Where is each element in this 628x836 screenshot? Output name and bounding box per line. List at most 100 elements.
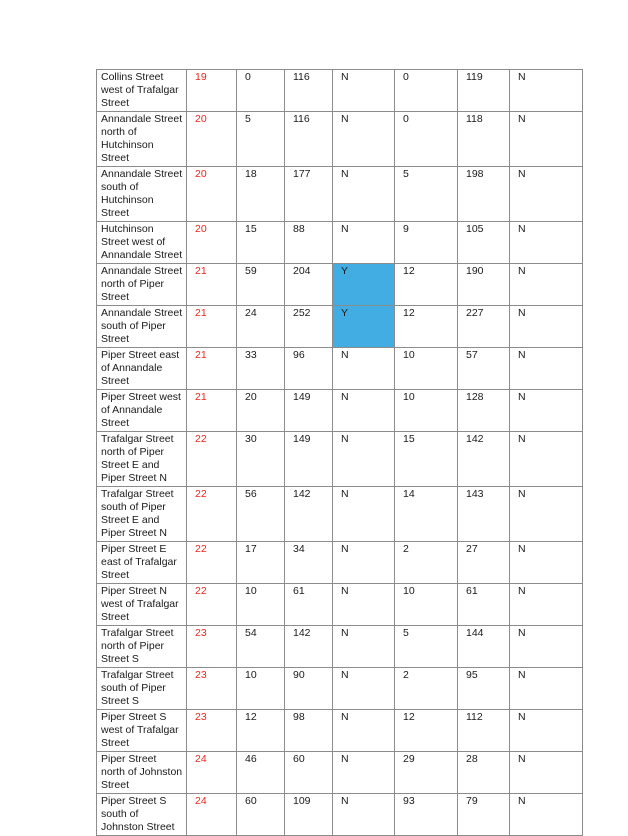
count-cell: 9 — [394, 221, 458, 264]
flag-cell: Y — [332, 263, 395, 306]
count-cell: 5 — [394, 166, 458, 222]
count-cell: 118 — [457, 111, 510, 167]
table-row: Trafalgar Street north of Piper Street E… — [96, 431, 583, 487]
data-table: Collins Street west of Trafalgar Street 1… — [96, 69, 583, 836]
count-cell: 61 — [457, 583, 510, 626]
count-cell: 15 — [394, 431, 458, 487]
location-cell: Annandale Street south of Hutchinson Str… — [96, 166, 187, 222]
count-cell: 12 — [394, 263, 458, 306]
count-cell: 98 — [284, 709, 333, 752]
flag-cell: N — [509, 305, 583, 348]
count-cell: 0 — [394, 69, 458, 112]
count-cell: 60 — [284, 751, 333, 794]
flag-cell: N — [509, 486, 583, 542]
location-cell: Piper Street east of Annandale Street — [96, 347, 187, 390]
table-row: Collins Street west of Trafalgar Street 1… — [96, 69, 583, 112]
table-row: Annandale Street north of Piper Street 21… — [96, 263, 583, 306]
id-cell: 21 — [186, 263, 237, 306]
count-cell: 30 — [236, 431, 285, 487]
flag-cell: N — [509, 69, 583, 112]
flag-cell: N — [332, 486, 395, 542]
count-cell: 142 — [284, 486, 333, 542]
flag-cell: Y — [332, 305, 395, 348]
table-row: Piper Street east of Annandale Street 21 3… — [96, 347, 583, 390]
table-row: Piper Street north of Johnston Street 24 4… — [96, 751, 583, 794]
location-cell: Collins Street west of Trafalgar Street — [96, 69, 187, 112]
count-cell: 252 — [284, 305, 333, 348]
count-cell: 20 — [236, 389, 285, 432]
flag-cell: N — [509, 625, 583, 668]
count-cell: 204 — [284, 263, 333, 306]
count-cell: 88 — [284, 221, 333, 264]
id-cell: 20 — [186, 166, 237, 222]
flag-cell: N — [332, 583, 395, 626]
table-row: Trafalgar Street south of Piper Street E… — [96, 486, 583, 542]
id-cell: 20 — [186, 221, 237, 264]
count-cell: 10 — [394, 347, 458, 390]
flag-cell: N — [332, 667, 395, 710]
count-cell: 57 — [457, 347, 510, 390]
count-cell: 10 — [394, 583, 458, 626]
location-cell: Piper Street E east of Trafalgar Street — [96, 541, 187, 584]
count-cell: 96 — [284, 347, 333, 390]
count-cell: 14 — [394, 486, 458, 542]
count-cell: 116 — [284, 69, 333, 112]
count-cell: 60 — [236, 793, 285, 836]
flag-cell: N — [509, 541, 583, 584]
flag-cell: N — [332, 751, 395, 794]
id-cell: 24 — [186, 793, 237, 836]
id-cell: 23 — [186, 667, 237, 710]
count-cell: 10 — [236, 667, 285, 710]
flag-cell: N — [332, 347, 395, 390]
count-cell: 34 — [284, 541, 333, 584]
location-cell: Hutchinson Street west of Annandale Stre… — [96, 221, 187, 264]
flag-cell: N — [332, 793, 395, 836]
id-cell: 19 — [186, 69, 237, 112]
table-row: Annandale Street north of Hutchinson Str… — [96, 111, 583, 167]
count-cell: 142 — [284, 625, 333, 668]
count-cell: 5 — [394, 625, 458, 668]
count-cell: 46 — [236, 751, 285, 794]
count-cell: 149 — [284, 431, 333, 487]
count-cell: 5 — [236, 111, 285, 167]
count-cell: 54 — [236, 625, 285, 668]
flag-cell: N — [332, 389, 395, 432]
count-cell: 2 — [394, 541, 458, 584]
location-cell: Piper Street north of Johnston Street — [96, 751, 187, 794]
flag-cell: N — [332, 221, 395, 264]
id-cell: 21 — [186, 389, 237, 432]
count-cell: 27 — [457, 541, 510, 584]
id-cell: 22 — [186, 541, 237, 584]
location-cell: Annandale Street north of Piper Street — [96, 263, 187, 306]
count-cell: 105 — [457, 221, 510, 264]
count-cell: 29 — [394, 751, 458, 794]
count-cell: 112 — [457, 709, 510, 752]
table-row: Piper Street N west of Trafalgar Street 2… — [96, 583, 583, 626]
flag-cell: N — [509, 111, 583, 167]
location-cell: Trafalgar Street north of Piper Street S — [96, 625, 187, 668]
table-row: Trafalgar Street north of Piper Street S… — [96, 625, 583, 668]
flag-cell: N — [509, 431, 583, 487]
location-cell: Trafalgar Street south of Piper Street S — [96, 667, 187, 710]
count-cell: 227 — [457, 305, 510, 348]
id-cell: 23 — [186, 625, 237, 668]
id-cell: 23 — [186, 709, 237, 752]
location-cell: Annandale Street north of Hutchinson Str… — [96, 111, 187, 167]
id-cell: 21 — [186, 347, 237, 390]
count-cell: 2 — [394, 667, 458, 710]
flag-cell: N — [332, 541, 395, 584]
location-cell: Piper Street S south of Johnston Street — [96, 793, 187, 836]
id-cell: 24 — [186, 751, 237, 794]
count-cell: 119 — [457, 69, 510, 112]
count-cell: 128 — [457, 389, 510, 432]
id-cell: 20 — [186, 111, 237, 167]
table-row: Annandale Street south of Hutchinson Str… — [96, 166, 583, 222]
id-cell: 22 — [186, 431, 237, 487]
location-cell: Trafalgar Street north of Piper Street E… — [96, 431, 187, 487]
flag-cell: N — [332, 111, 395, 167]
count-cell: 12 — [394, 305, 458, 348]
count-cell: 90 — [284, 667, 333, 710]
flag-cell: N — [509, 263, 583, 306]
count-cell: 93 — [394, 793, 458, 836]
flag-cell: N — [332, 625, 395, 668]
